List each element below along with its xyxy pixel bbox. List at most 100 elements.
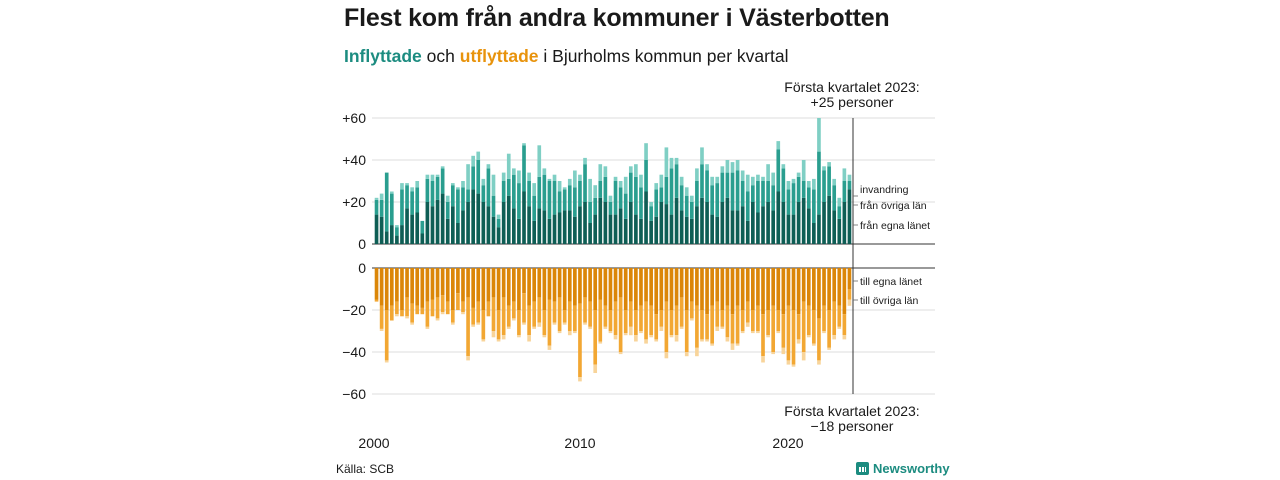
bar-inflow-2 — [847, 174, 852, 181]
bar-inflow-0 — [506, 195, 511, 244]
bar-inflow-2 — [578, 174, 582, 181]
bar-inflow-1 — [766, 181, 770, 202]
bar-outflow-2 — [578, 377, 582, 382]
y-tick-label-bottom: −60 — [342, 386, 366, 402]
bar-outflow-0 — [537, 268, 542, 298]
bar-outflow-0 — [664, 268, 669, 302]
bar-outflow-2 — [588, 326, 592, 329]
bar-outflow-2 — [679, 326, 684, 329]
y-tick-label-top: +60 — [342, 110, 366, 126]
bar-inflow-0 — [496, 227, 501, 244]
bar-inflow-0 — [735, 210, 740, 244]
label-invandring: invandring — [860, 184, 909, 196]
bar-outflow-1 — [481, 310, 486, 340]
bar-inflow-1 — [684, 195, 689, 217]
label-fran-ovriga-lan: från övriga län — [860, 200, 927, 212]
bar-outflow-0 — [715, 268, 720, 302]
bar-outflow-1 — [756, 305, 760, 331]
bar-outflow-1 — [720, 310, 725, 327]
y-tick-label-bottom: −20 — [342, 302, 366, 318]
bar-inflow-1 — [420, 220, 425, 234]
annotation-top-line1: Första kvartalet 2023: — [784, 79, 919, 95]
bar-outflow-0 — [598, 268, 603, 300]
bar-outflow-1 — [679, 297, 684, 327]
bar-inflow-1 — [705, 170, 709, 202]
bar-outflow-1 — [506, 305, 511, 327]
bar-inflow-2 — [374, 197, 379, 200]
bar-outflow-2 — [649, 335, 653, 338]
bar-outflow-1 — [827, 310, 831, 348]
bar-outflow-0 — [751, 268, 755, 310]
bar-outflow-2 — [781, 347, 786, 355]
bar-outflow-2 — [684, 352, 689, 357]
bar-inflow-0 — [466, 202, 470, 244]
bar-inflow-1 — [440, 168, 445, 194]
brand-logo: Newsworthy — [856, 461, 950, 476]
bar-outflow-1 — [425, 301, 430, 327]
bar-inflow-2 — [557, 181, 562, 192]
bar-outflow-0 — [527, 268, 531, 306]
bar-inflow-0 — [801, 197, 806, 244]
bar-inflow-1 — [628, 172, 633, 202]
bar-outflow-1 — [776, 310, 781, 331]
bar-inflow-0 — [812, 223, 816, 244]
bar-outflow-0 — [588, 268, 592, 302]
bar-outflow-2 — [776, 331, 781, 334]
bar-outflow-0 — [481, 268, 486, 310]
bar-outflow-1 — [684, 310, 689, 352]
bar-inflow-2 — [812, 178, 816, 190]
bar-outflow-2 — [745, 322, 750, 327]
bar-outflow-0 — [410, 268, 414, 304]
bar-outflow-0 — [562, 268, 567, 310]
source-note: Källa: SCB — [336, 462, 395, 476]
bar-inflow-0 — [674, 197, 679, 244]
bar-outflow-2 — [593, 364, 598, 373]
bar-outflow-1 — [761, 314, 765, 357]
bar-inflow-1 — [517, 183, 521, 219]
brand-name: Newsworthy — [873, 461, 950, 476]
bar-outflow-1 — [832, 301, 837, 336]
bar-outflow-0 — [817, 268, 821, 319]
bar-outflow-0 — [496, 268, 501, 310]
bar-inflow-2 — [512, 168, 516, 175]
bar-inflow-1 — [689, 202, 694, 219]
y-tick-label-top: 0 — [358, 236, 366, 252]
bar-outflow-2 — [786, 360, 791, 365]
bar-inflow-2 — [517, 170, 521, 184]
bar-outflow-0 — [430, 268, 435, 300]
bar-inflow-0 — [486, 206, 491, 244]
bar-inflow-0 — [542, 210, 547, 244]
label-till-ovriga-lan: till övriga län — [860, 295, 919, 307]
bar-outflow-0 — [700, 268, 704, 310]
bar-outflow-1 — [659, 310, 664, 327]
bar-inflow-2 — [547, 178, 552, 181]
bar-inflow-2 — [806, 181, 811, 188]
bar-outflow-0 — [618, 268, 623, 298]
bar-outflow-1 — [567, 301, 572, 331]
bar-inflow-0 — [618, 208, 623, 244]
bar-inflow-1 — [796, 176, 801, 202]
bar-inflow-1 — [547, 181, 552, 219]
bar-outflow-2 — [450, 322, 455, 325]
x-tick-label-2000: 2000 — [358, 435, 389, 451]
bar-inflow-2 — [644, 143, 648, 160]
bar-inflow-2 — [435, 174, 440, 177]
bar-outflow-0 — [532, 268, 537, 302]
bar-inflow-0 — [471, 189, 475, 244]
bar-outflow-2 — [557, 331, 562, 334]
bar-outflow-1 — [649, 305, 653, 336]
bar-inflow-1 — [552, 181, 557, 215]
bar-outflow-0 — [379, 268, 384, 306]
bar-inflow-2 — [471, 155, 475, 167]
bar-inflow-2 — [405, 183, 409, 186]
bar-inflow-1 — [542, 174, 547, 211]
bar-outflow-0 — [806, 268, 811, 306]
bar-inflow-0 — [847, 189, 852, 244]
bar-outflow-2 — [695, 347, 699, 357]
bar-outflow-2 — [527, 335, 531, 342]
bar-outflow-1 — [618, 297, 623, 352]
bar-outflow-2 — [689, 318, 694, 321]
bar-inflow-0 — [781, 202, 786, 244]
bar-outflow-1 — [598, 299, 603, 342]
bar-outflow-0 — [374, 268, 379, 300]
